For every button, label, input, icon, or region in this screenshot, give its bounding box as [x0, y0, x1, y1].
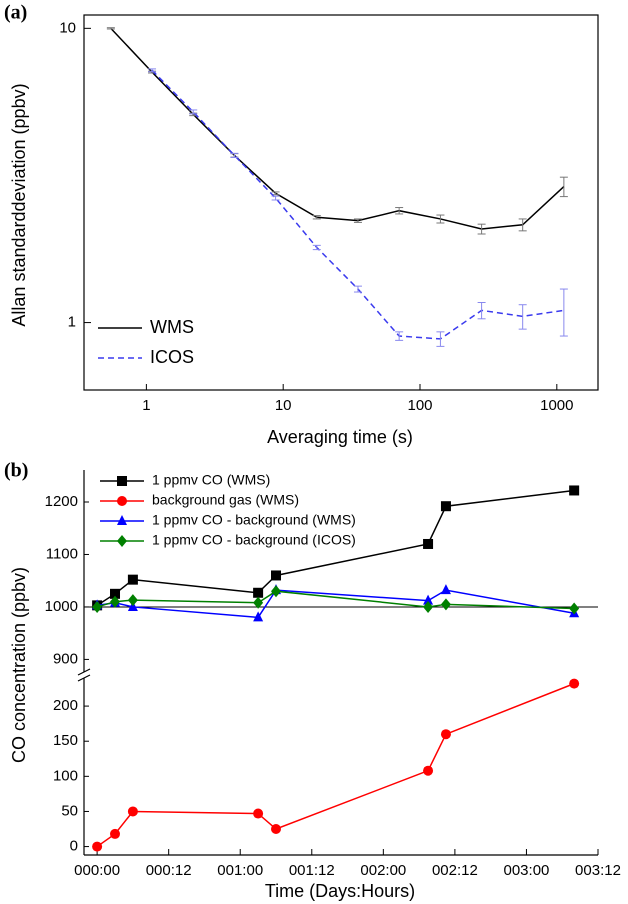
marker — [253, 611, 264, 622]
axis-break — [77, 674, 91, 682]
marker — [271, 824, 282, 835]
legend-marker — [117, 476, 127, 486]
legend-label: 1 ppmv CO - background (ICOS) — [152, 532, 356, 548]
axis-break — [77, 668, 91, 676]
marker — [440, 501, 451, 512]
plot-frame — [83, 14, 599, 391]
marker — [110, 588, 121, 599]
y-tick-label: 0 — [70, 838, 78, 855]
x-axis-label: Time (Days:Hours) — [265, 881, 415, 901]
marker — [271, 570, 282, 581]
x-tick-label: 003:12 — [575, 862, 621, 879]
marker — [569, 678, 580, 689]
legend-label: WMS — [150, 317, 194, 337]
marker — [127, 574, 138, 585]
marker — [253, 587, 264, 598]
legend-marker — [117, 496, 127, 506]
series-line — [96, 682, 575, 848]
legend-label: ICOS — [150, 347, 194, 367]
y-tick-label: 1 — [68, 314, 76, 331]
marker — [110, 828, 121, 839]
legend-label: background gas (WMS) — [152, 492, 299, 508]
x-tick-label: 000:00 — [74, 862, 120, 879]
legend-label: 1 ppmv CO (WMS) — [152, 472, 270, 488]
marker — [253, 808, 264, 819]
y-axis-label: CO concentration (ppbv) — [9, 567, 29, 763]
marker — [127, 806, 138, 817]
panel-label: (b) — [4, 460, 28, 482]
y-tick-label: 50 — [61, 802, 78, 819]
marker — [440, 584, 451, 595]
marker — [271, 585, 282, 598]
y-tick-label: 1100 — [46, 545, 78, 562]
marker — [569, 485, 580, 496]
marker — [569, 602, 580, 615]
series-line — [97, 589, 575, 619]
marker — [110, 595, 121, 608]
marker — [423, 594, 434, 605]
marker — [423, 538, 434, 549]
y-tick-label: 10 — [59, 19, 76, 36]
series-line — [151, 69, 564, 340]
x-tick-label: 100 — [407, 397, 432, 414]
marker — [127, 594, 138, 607]
x-tick-label: 001:00 — [217, 862, 263, 879]
marker — [423, 765, 434, 776]
x-tick-label: 003:00 — [504, 862, 550, 879]
y-axis-label: Allan standarddeviation (ppbv) — [9, 83, 29, 326]
x-tick-label: 002:12 — [432, 862, 478, 879]
y-tick-label: 150 — [53, 732, 78, 749]
x-tick-label: 000:12 — [146, 862, 192, 879]
x-tick-label: 002:00 — [360, 862, 406, 879]
x-tick-label: 1 — [142, 397, 150, 414]
marker — [253, 596, 264, 609]
x-tick-label: 001:12 — [289, 862, 335, 879]
marker — [423, 600, 434, 613]
x-axis-label: Averaging time (s) — [267, 427, 413, 447]
legend-marker — [117, 515, 127, 525]
legend-marker — [117, 535, 127, 547]
legend-label: 1 ppmv CO - background (WMS) — [152, 512, 356, 528]
y-tick-label: 100 — [53, 767, 78, 784]
marker — [440, 598, 451, 611]
marker — [92, 841, 103, 852]
panel-label: (a) — [4, 2, 27, 24]
y-tick-label: 200 — [53, 697, 78, 714]
marker — [440, 729, 451, 740]
marker — [92, 600, 103, 613]
x-tick-label: 1000 — [540, 397, 573, 414]
y-tick-label: 1000 — [45, 598, 78, 615]
series-line — [110, 27, 565, 230]
y-tick-label: 1200 — [45, 493, 78, 510]
y-tick-label: 900 — [53, 650, 78, 667]
x-tick-label: 10 — [275, 397, 292, 414]
